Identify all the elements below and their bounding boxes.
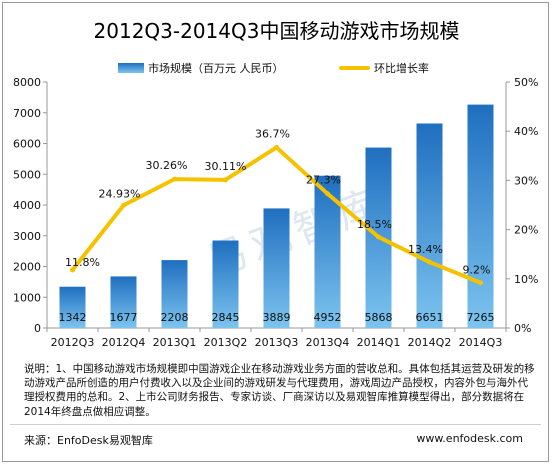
growth-rate-point [121, 202, 126, 208]
bar [212, 240, 239, 328]
bar-value-label: 1342 [59, 311, 87, 324]
growth-rate-point [325, 191, 330, 197]
y-right-tick-label: 30% [514, 174, 538, 187]
growth-rate-point [274, 144, 279, 150]
y-right-tick-label: 10% [514, 273, 538, 286]
growth-rate-point [172, 176, 177, 182]
legend-bar-label: 市场规模（百万元 人民币） [148, 61, 284, 75]
y-left-tick-label: 6000 [13, 138, 41, 151]
bar [161, 260, 188, 328]
x-tick-label: 2013Q4 [306, 336, 350, 349]
bar-value-label: 2845 [212, 311, 240, 324]
growth-rate-point [70, 267, 75, 273]
line-value-label: 11.8% [65, 256, 100, 269]
website-label: www.enfodesk.com [416, 432, 523, 445]
bar-value-label: 2208 [161, 311, 189, 324]
bar-value-label: 3889 [263, 311, 291, 324]
line-value-label: 30.11% [205, 160, 247, 173]
x-tick-label: 2013Q3 [255, 336, 299, 349]
y-left-tick-label: 4000 [13, 199, 41, 212]
growth-rate-point [478, 280, 483, 286]
y-left-tick-label: 1000 [13, 291, 41, 304]
growth-rate-point [223, 177, 228, 183]
line-value-label: 13.4% [408, 243, 443, 256]
y-left-tick-label: 3000 [13, 230, 41, 243]
growth-rate-point [376, 234, 381, 240]
y-right-tick-label: 50% [514, 76, 538, 89]
bar [314, 175, 341, 328]
line-value-label: 30.26% [146, 159, 188, 172]
y-right-tick-label: 40% [514, 125, 538, 138]
bar [416, 123, 443, 328]
y-left-tick-label: 0 [34, 322, 41, 335]
x-tick-label: 2013Q2 [204, 336, 248, 349]
y-left-tick-label: 2000 [13, 261, 41, 274]
bar-value-label: 1677 [110, 311, 138, 324]
footer-divider [10, 424, 541, 425]
line-value-label: 36.7% [255, 127, 290, 140]
bar-value-label: 6651 [416, 311, 444, 324]
bar [467, 104, 494, 328]
bar-value-label: 4952 [314, 311, 342, 324]
line-value-label: 18.5% [357, 218, 392, 231]
chart-note: 说明：1、中国移动游戏市场规模即中国游戏企业在移动游戏业务方面的营收总和。具体包… [24, 363, 535, 418]
source-label: 来源：EnfoDesk易观智库 [24, 434, 153, 447]
chart-title: 2012Q3-2014Q3中国移动游戏市场规模 [93, 19, 460, 43]
x-tick-label: 2012Q3 [51, 336, 95, 349]
bar-value-label: 5868 [365, 311, 393, 324]
line-value-label: 24.93% [99, 187, 141, 200]
legend-bar-swatch [118, 63, 144, 73]
x-tick-label: 2014Q2 [408, 336, 452, 349]
y-left-tick-label: 8000 [13, 76, 41, 89]
line-value-label: 27.3% [306, 174, 341, 187]
line-value-label: 9.2% [463, 264, 491, 277]
x-tick-label: 2013Q1 [153, 336, 197, 349]
growth-rate-point [427, 259, 432, 265]
y-left-tick-label: 5000 [13, 168, 41, 181]
x-tick-label: 2012Q4 [102, 336, 146, 349]
bar-value-label: 7265 [467, 311, 495, 324]
x-tick-label: 2014Q1 [357, 336, 401, 349]
bar [263, 208, 290, 328]
bar [110, 276, 137, 328]
y-left-tick-label: 7000 [13, 107, 41, 120]
x-tick-label: 2014Q3 [459, 336, 503, 349]
legend-line-label: 环比增长率 [374, 61, 429, 75]
y-right-tick-label: 20% [514, 224, 538, 237]
y-right-tick-label: 0% [514, 322, 531, 335]
bar [59, 286, 86, 328]
